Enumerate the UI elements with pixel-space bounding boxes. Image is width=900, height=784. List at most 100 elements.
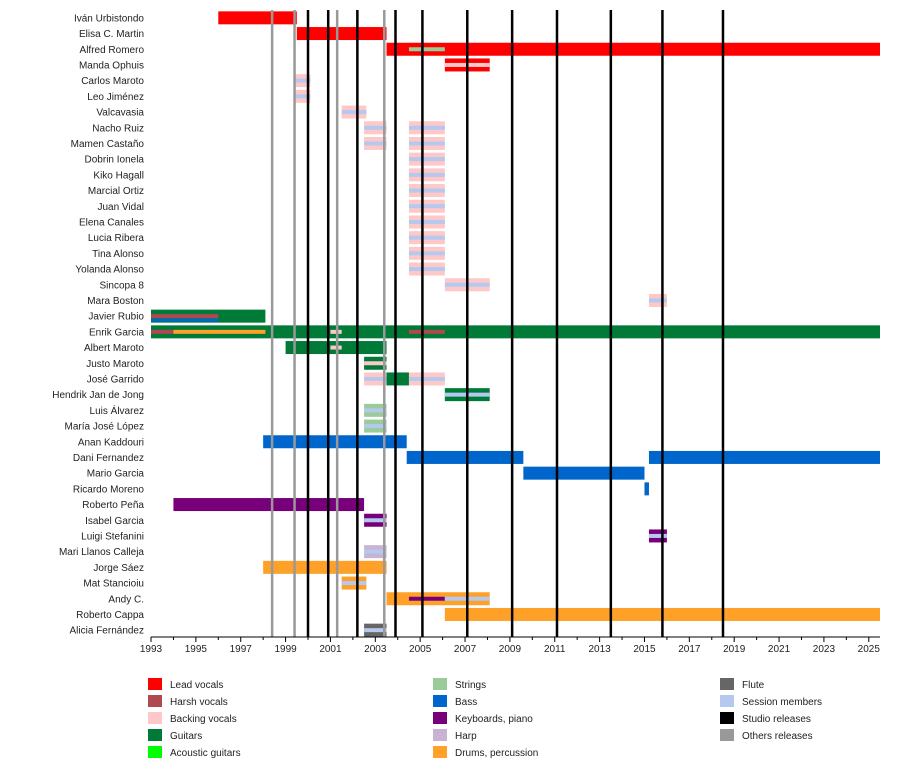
member-name-marcial-ortiz: Marcial Ortiz	[88, 186, 144, 197]
member-name-sincopa-8: Sincopa 8	[100, 280, 145, 291]
member-name-hendrik-jan-de-jong: Hendrik Jan de Jong	[52, 390, 144, 401]
bar-jose-garrido-guitars-2	[386, 372, 409, 386]
member-name-elena-canales: Elena Canales	[79, 217, 144, 228]
bar-enrik-garcia-harsh-vocals-4	[408, 329, 445, 334]
bar-elena-canales-session-1	[408, 219, 445, 224]
bar-juan-vidal-session-1	[408, 204, 445, 209]
bar-lucia-ribera-session-1	[408, 235, 445, 240]
legend-label-strings: Strings	[455, 680, 486, 691]
x-axis: 1993 1995 1997 1999 2001 2003 2005 2007 2009 2011…	[140, 636, 881, 655]
bar-enrik-garcia-harsh-vocals-1	[151, 329, 174, 334]
legend-label-studio: Studio releases	[742, 714, 811, 725]
bar-elisa-c-martin-lead-vocals-0	[296, 27, 387, 41]
legend-label-bass: Bass	[455, 697, 477, 708]
legend-swatch-session	[720, 695, 734, 707]
bar-enrik-garcia-drums-2	[173, 329, 266, 334]
legend-swatch-flute	[720, 678, 734, 690]
legend-swatch-keyboards	[433, 712, 447, 724]
member-name-alicia-fernandez: Alicia Fernández	[70, 626, 144, 637]
member-name-isabel-garcia: Isabel Garcia	[85, 516, 144, 527]
x-tick-label-2015: 2015	[633, 644, 656, 655]
legend: Lead vocals Harsh vocals Backing vocals Gui…	[148, 678, 822, 759]
member-name-alfred-romero: Alfred Romero	[80, 45, 145, 56]
bar-isabel-garcia-session-1	[364, 518, 387, 523]
x-tick-label-2007: 2007	[454, 644, 477, 655]
member-name-luis-alvarez: Luis Álvarez	[90, 404, 144, 417]
bar-luigi-stefanini-session-1	[648, 533, 667, 538]
bar-mat-stancioiu-session-1	[341, 581, 367, 586]
x-tick-label-2025: 2025	[858, 644, 881, 655]
legend-swatch-backing-vocals	[148, 712, 162, 724]
legend-label-flute: Flute	[742, 680, 765, 691]
legend-swatch-lead-vocals	[148, 678, 162, 690]
legend-swatch-drums	[433, 746, 447, 758]
x-tick-label-2019: 2019	[723, 644, 746, 655]
bar-tina-alonso-session-1	[408, 251, 445, 256]
bar-maria-jose-lopez-session-1	[364, 424, 387, 429]
member-name-mario-garcia: Mario Garcia	[87, 469, 145, 480]
legend-swatch-harsh-vocals	[148, 695, 162, 707]
release-lines	[270, 10, 725, 637]
bar-mari-llanos-calleja-session-1	[364, 549, 387, 554]
x-tick-label-2011: 2011	[544, 644, 566, 655]
x-tick-label-2001: 2001	[319, 644, 342, 655]
bar-mara-boston-session-1	[648, 298, 667, 303]
legend-label-acoustic-guitars: Acoustic guitars	[170, 748, 241, 759]
legend-label-others: Others releases	[742, 731, 813, 742]
x-tick-label-1999: 1999	[274, 644, 297, 655]
legend-swatch-acoustic-guitars	[148, 746, 162, 758]
x-tick-label-2005: 2005	[409, 644, 432, 655]
member-name-jorge-saez: Jorge Sáez	[93, 563, 144, 574]
member-name-dani-fernandez: Dani Fernandez	[73, 453, 144, 464]
bar-leo-jimenez-session-1	[294, 94, 311, 99]
x-tick-label-2003: 2003	[364, 644, 387, 655]
member-name-yolanda-alonso: Yolanda Alonso	[75, 265, 144, 276]
member-name-valcavasia: Valcavasia	[96, 108, 144, 119]
bar-mamen-castano-session-3	[408, 141, 445, 146]
member-name-tina-alonso: Tina Alonso	[92, 249, 144, 260]
bar-jose-garrido-session-1	[364, 376, 387, 381]
bar-dani-fernandez-bass-1	[648, 450, 880, 464]
bar-mamen-castano-session-1	[364, 141, 387, 146]
bar-dobrin-ionela-session-1	[408, 157, 445, 162]
bar-alicia-fernandez-session-1	[364, 628, 387, 633]
member-name-carlos-maroto: Carlos Maroto	[81, 76, 144, 87]
member-name-maria-jose-lopez: María José López	[65, 422, 145, 433]
member-name-kiko-hagall: Kiko Hagall	[93, 170, 144, 181]
bar-javier-rubio-bass-2	[151, 318, 219, 322]
bar-luis-alvarez-session-1	[364, 408, 387, 413]
member-name-roberto-pena: Roberto Peña	[82, 500, 144, 511]
bar-carlos-maroto-session-1	[294, 78, 311, 83]
member-name-justo-maroto: Justo Maroto	[86, 359, 144, 370]
legend-label-keyboards: Keyboards, piano	[455, 714, 533, 725]
legend-label-harsh-vocals: Harsh vocals	[170, 697, 228, 708]
bar-yolanda-alonso-session-1	[408, 267, 445, 272]
bar-jose-garrido-session-4	[408, 376, 445, 381]
bar-nacho-ruiz-session-1	[364, 125, 387, 130]
member-name-anan-kaddouri: Anan Kaddouri	[78, 437, 144, 448]
x-tick-label-2013: 2013	[588, 644, 611, 655]
legend-swatch-bass	[433, 695, 447, 707]
member-bars	[151, 11, 880, 637]
member-name-dobrin-ionela: Dobrin Ionela	[85, 155, 145, 166]
legend-label-session: Session members	[742, 697, 822, 708]
member-names: Iván Urbistondo Elisa C. Martin Alfred Rom…	[52, 13, 144, 636]
legend-swatch-studio	[720, 712, 734, 724]
member-name-luigi-stefanini: Luigi Stefanini	[81, 531, 144, 542]
legend-swatch-guitars	[148, 729, 162, 741]
bar-enrik-garcia-guitars-0	[151, 325, 880, 339]
x-tick-label-2017: 2017	[678, 644, 701, 655]
x-tick-label-1993: 1993	[140, 644, 163, 655]
member-name-manda-ophuis: Manda Ophuis	[79, 60, 144, 71]
bar-nacho-ruiz-session-3	[408, 125, 445, 130]
member-name-albert-maroto: Albert Maroto	[84, 343, 144, 354]
member-name-mat-stancioiu: Mat Stancioiu	[83, 579, 144, 590]
bar-mario-garcia-bass-0	[523, 466, 645, 480]
x-tick-label-2009: 2009	[499, 644, 522, 655]
member-name-roberto-cappa: Roberto Cappa	[76, 610, 144, 621]
member-name-ivan-urbistondo: Iván Urbistondo	[74, 13, 144, 24]
x-tick-label-1995: 1995	[185, 644, 208, 655]
member-name-lucia-ribera: Lucia Ribera	[88, 233, 145, 244]
bar-javier-rubio-harsh-vocals-1	[151, 314, 219, 319]
